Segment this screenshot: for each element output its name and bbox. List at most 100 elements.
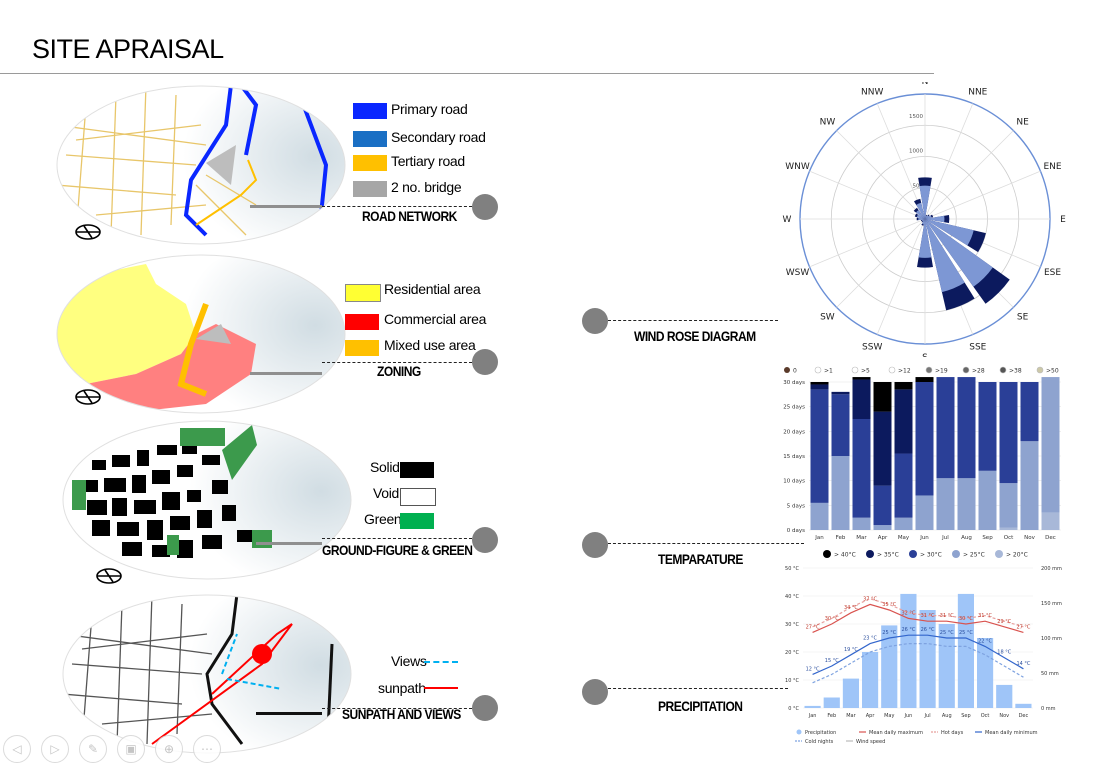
- mixed-use-label: Mixed use area: [384, 337, 476, 353]
- commercial-label: Commercial area: [384, 311, 487, 327]
- mean-min-line: [812, 634, 1024, 675]
- sunpath-swatch: [424, 687, 458, 689]
- temp-top-legend-dot: [814, 366, 822, 374]
- precip-bar: [823, 697, 840, 708]
- wind-petal-inner: [916, 202, 925, 219]
- wind-petal-inner: [925, 219, 965, 293]
- back-icon[interactable]: ◁: [3, 735, 31, 763]
- temp-y-label: 20 days: [783, 429, 805, 435]
- forward-icon[interactable]: ▷: [41, 735, 69, 763]
- min-temp-label: 15 °C: [825, 658, 839, 664]
- sunpath-connector-solid: [256, 712, 322, 715]
- max-temp-label: 34 °C: [844, 605, 858, 611]
- tertiary-road-label: Tertiary road: [391, 153, 465, 169]
- north-arrow-icon: [93, 566, 125, 586]
- bridge-swatch: [353, 181, 387, 197]
- temp-legend-dot: [823, 550, 831, 558]
- temperature-marker[interactable]: [582, 532, 608, 558]
- min-temp-label: 23 °C: [863, 636, 877, 642]
- precip-right-label: 100 mm: [1041, 636, 1062, 642]
- ground-connector-solid: [256, 542, 322, 545]
- precip-right-label: 0 mm: [1041, 706, 1056, 712]
- slides-icon[interactable]: ▣: [117, 735, 145, 763]
- wind-spoke: [924, 170, 1041, 220]
- temp-x-label: Jul: [941, 535, 949, 541]
- temp-top-legend-dot: [851, 366, 859, 374]
- wind-direction-label: N: [922, 82, 929, 87]
- temp-bar-segment: [852, 419, 871, 518]
- void-label: Void: [373, 485, 400, 501]
- hot-days-line: [812, 598, 1024, 628]
- wind-petal-inner: [925, 215, 945, 223]
- max-temp-label: 37 °C: [863, 596, 877, 602]
- page-title: SITE APRAISAL: [32, 34, 224, 64]
- max-temp-label: 29 °C: [997, 619, 1011, 625]
- more-icon[interactable]: ⋯: [193, 735, 221, 763]
- temp-x-label: Nov: [1024, 535, 1035, 541]
- precipitation-marker[interactable]: [582, 679, 608, 705]
- mean-max-line: [812, 603, 1024, 633]
- sunpath-caption: SUNPATH AND VIEWS: [342, 706, 461, 722]
- wind-spoke: [924, 130, 1014, 220]
- temp-bar-segment: [852, 377, 871, 380]
- temp-x-label: Apr: [878, 535, 888, 541]
- mixed-use-swatch: [345, 340, 379, 356]
- temp-bar-segment: [957, 377, 976, 479]
- temp-legend-label: > 40°C: [834, 552, 856, 559]
- temp-bar-segment: [810, 384, 829, 390]
- precip-left-label: 10 °C: [785, 678, 799, 684]
- wind-rose-marker[interactable]: [582, 308, 608, 334]
- wind-petal-inner: [918, 217, 925, 221]
- wind-direction-label: NE: [1016, 117, 1029, 127]
- north-arrow-icon: [72, 387, 104, 407]
- wind-petal-inner: [925, 215, 927, 219]
- wind-spoke: [836, 218, 926, 308]
- precip-x-label: Dec: [1019, 713, 1029, 719]
- temp-bar-segment: [810, 382, 829, 385]
- precip-right-label: 150 mm: [1041, 601, 1062, 607]
- temp-y-label: 15 days: [783, 454, 805, 460]
- precip-x-label: May: [884, 713, 894, 719]
- precip-x-label: Sep: [961, 713, 970, 719]
- precip-bar: [804, 705, 821, 708]
- temp-bar-segment: [1041, 512, 1060, 530]
- temp-legend-dot: [866, 550, 874, 558]
- temp-x-label: Jun: [919, 535, 929, 541]
- road-network-marker[interactable]: [472, 194, 498, 220]
- wind-rose-caption: WIND ROSE DIAGRAM: [634, 328, 756, 344]
- wind-petal-inner: [922, 219, 925, 222]
- pen-icon[interactable]: ✎: [79, 735, 107, 763]
- precip-left-label: 30 °C: [785, 622, 799, 628]
- void-swatch: [400, 488, 436, 506]
- min-temp-label: 18 °C: [997, 650, 1011, 656]
- precip-bar: [842, 678, 859, 708]
- precip-bar: [881, 625, 898, 708]
- zoom-icon[interactable]: ⊕: [155, 735, 183, 763]
- min-temp-label: 25 °C: [940, 630, 954, 636]
- wind-direction-label: SSE: [969, 342, 986, 352]
- temp-y-label: 10 days: [783, 479, 805, 485]
- wind-petal-inner: [915, 209, 925, 219]
- precip-x-label: Jul: [924, 713, 931, 719]
- bridge-label: 2 no. bridge: [391, 179, 462, 195]
- wind-direction-label: WNW: [785, 162, 810, 172]
- zoning-marker[interactable]: [472, 349, 498, 375]
- temp-top-legend-label: >19: [935, 368, 948, 375]
- temp-bar-segment: [1020, 441, 1039, 530]
- precip-connector-dashed: [608, 688, 788, 689]
- precip-left-label: 0 °C: [788, 706, 799, 712]
- temp-x-label: Dec: [1045, 535, 1056, 541]
- zoning-map: [56, 254, 346, 414]
- temp-legend-label: > 30°C: [920, 552, 942, 559]
- wind-connector-dashed: [608, 320, 778, 321]
- max-temp-label: 31 °C: [978, 613, 992, 619]
- wind-direction-label: SW: [820, 313, 835, 323]
- temp-top-legend-dot: [925, 366, 933, 374]
- ground-connector-dashed: [322, 538, 472, 539]
- temp-bar-segment: [852, 517, 871, 530]
- temp-top-legend-label: >5: [861, 368, 870, 375]
- temp-bar-segment: [873, 411, 892, 486]
- sunpath-marker[interactable]: [472, 695, 498, 721]
- ground-figure-marker[interactable]: [472, 527, 498, 553]
- temp-bar-segment: [999, 382, 1018, 484]
